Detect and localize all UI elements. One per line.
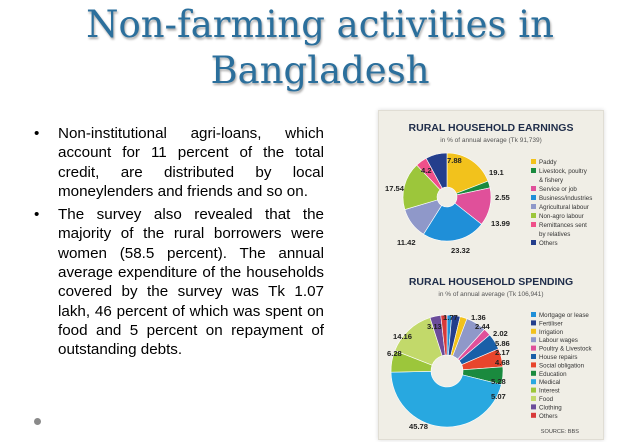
legend-label: Non-agro labour (539, 213, 584, 220)
slide-title-line-2: Bangladesh (210, 49, 430, 92)
legend-swatch (531, 213, 536, 218)
legend-swatch (531, 396, 536, 401)
legend-label: by relatives (539, 231, 570, 238)
chart-source: SOURCE: BBS (541, 429, 580, 435)
legend-swatch (531, 222, 536, 227)
chart-subtitle: in % of annual average (Tk 106,941) (438, 291, 543, 298)
legend-label: & fishery (539, 177, 564, 184)
bullet-text: Non-institutional agri-loans, which acco… (58, 125, 324, 200)
data-label: 6.28 (387, 349, 402, 358)
legend-label: Business/industries (539, 195, 592, 202)
infographic-panel: RURAL HOUSEHOLD EARNINGS in % of annual a… (378, 110, 604, 440)
legend-label: Agricultural labour (539, 204, 589, 211)
data-label: 5.28 (491, 377, 506, 386)
data-label: 45.78 (409, 422, 428, 431)
legend-label: Food (539, 396, 554, 403)
legend-swatch (531, 204, 536, 209)
pie-slice (440, 314, 448, 356)
pie-slice (390, 371, 502, 428)
data-label: 3.13 (427, 322, 442, 331)
legend-label: Poultry & Livestock (539, 346, 593, 353)
bullet-dot-icon: • (34, 206, 40, 224)
data-label: 2.44 (475, 322, 491, 331)
legend-label: Livestock, poultry (539, 168, 588, 175)
chart-title: RURAL HOUSEHOLD SPENDING (409, 276, 573, 288)
legend-swatch (531, 337, 536, 343)
legend-swatch (531, 387, 536, 393)
data-label: 5.86 (495, 339, 510, 348)
legend-label: Interest (539, 388, 560, 395)
data-label: 2.55 (495, 193, 511, 202)
data-label: 13.99 (491, 219, 510, 228)
legend-label: Social obligation (539, 362, 585, 369)
legend-label: Others (539, 240, 558, 247)
legend-label: Remittances sent (539, 222, 587, 229)
legend-swatch (531, 168, 536, 173)
data-label: 1.77 (443, 313, 458, 322)
legend-label: Clothing (539, 404, 562, 411)
data-label: 2.17 (495, 348, 510, 357)
legend-label: House repairs (539, 354, 578, 361)
chart-title: RURAL HOUSEHOLD EARNINGS (409, 122, 574, 134)
legend-label: Irrigation (539, 329, 564, 336)
legend-swatch (531, 362, 536, 368)
bullet-list: • Non-institutional agri-loans, which ac… (32, 124, 324, 364)
legend-label: Medical (539, 379, 560, 386)
legend-swatch (531, 404, 536, 410)
legend-swatch (531, 186, 536, 191)
chart-subtitle: in % of annual average (Tk 91,739) (440, 137, 542, 144)
legend-swatch (531, 345, 536, 351)
legend-label: Paddy (539, 159, 557, 166)
legend-label: Mortgage or lease (539, 312, 589, 319)
legend-label: Fertiliser (539, 320, 563, 327)
data-label: 11.42 (397, 238, 416, 247)
legend-swatch (531, 354, 536, 359)
legend-swatch (531, 312, 536, 317)
pie-slice (446, 152, 489, 194)
legend-swatch (531, 320, 536, 326)
slide-title: Non-farming activities in Bangladesh (20, 2, 620, 94)
bullet-item: • Non-institutional agri-loans, which ac… (32, 124, 324, 201)
data-label: 5.07 (491, 392, 506, 401)
legend-label: Service or job (539, 186, 577, 193)
data-label: 14.16 (393, 332, 412, 341)
legend-label: Others (539, 413, 558, 420)
legend-swatch (531, 195, 536, 200)
data-label: 1.36 (471, 313, 486, 322)
pie-slice (423, 202, 482, 242)
legend-swatch (531, 240, 536, 245)
data-label: 4.2 (421, 166, 432, 175)
data-label: 4.68 (495, 358, 510, 367)
legend-swatch (531, 412, 536, 418)
legend-swatch (531, 370, 536, 376)
legend-label: Labour wages (539, 337, 578, 344)
decorative-dot-icon (34, 418, 41, 425)
legend-swatch (531, 379, 536, 385)
bullet-item: • The survey also revealed that the majo… (32, 205, 324, 359)
legend-label: Education (539, 371, 567, 378)
legend-swatch (531, 328, 536, 334)
bullet-dot-icon: • (34, 125, 40, 142)
data-label: 19.1 (489, 168, 505, 177)
legend-swatch (531, 159, 536, 164)
data-label: 2.02 (493, 329, 508, 338)
bullet-text: The survey also revealed that the majori… (58, 206, 324, 359)
pie-slice (425, 152, 448, 189)
data-label: 23.32 (451, 246, 470, 255)
infographic-charts: RURAL HOUSEHOLD EARNINGS in % of annual a… (385, 122, 593, 435)
data-label: 7.88 (447, 156, 462, 165)
data-label: 17.54 (385, 184, 405, 193)
slide-title-line-1: Non-farming activities in (86, 3, 554, 46)
